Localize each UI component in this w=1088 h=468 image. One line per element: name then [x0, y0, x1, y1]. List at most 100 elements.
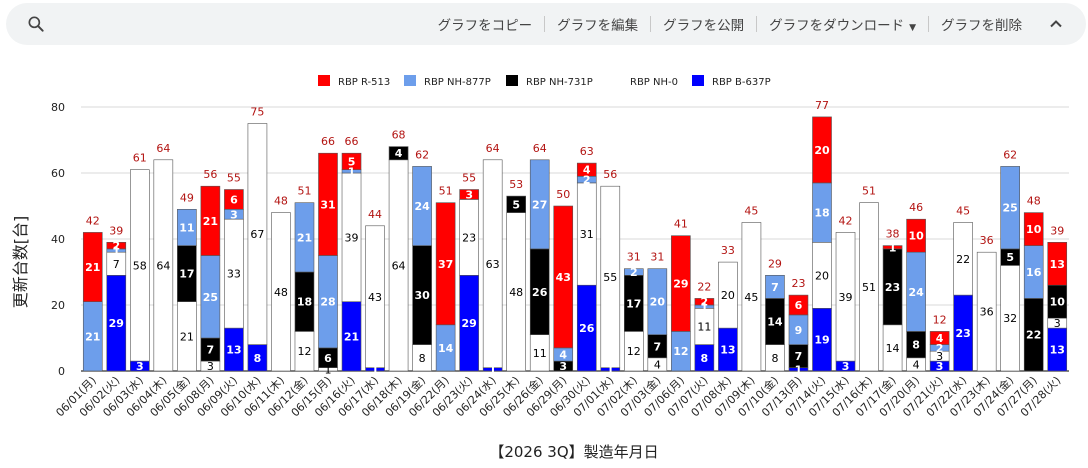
segment-value-label: 58	[133, 259, 147, 272]
total-value-label: 45	[956, 205, 970, 218]
segment-value-label: 43	[556, 271, 571, 284]
segment-value-label: 51	[862, 281, 876, 294]
total-value-label: 44	[368, 208, 382, 221]
total-value-label: 66	[345, 135, 359, 148]
segment-value-label: 29	[109, 317, 124, 330]
segment-value-label: 21	[297, 231, 312, 244]
segment-value-label: 13	[720, 344, 735, 357]
segment-value-label: 2	[936, 342, 944, 355]
segment-value-label: 32	[1003, 312, 1017, 325]
bar-segment	[859, 202, 879, 372]
segment-value-label: 1	[371, 363, 379, 376]
menu-divider	[928, 16, 929, 32]
segment-value-label: 29	[461, 317, 476, 330]
bar-segment	[506, 195, 526, 213]
total-value-label: 55	[462, 172, 476, 185]
total-value-label: 51	[297, 185, 311, 198]
segment-value-label: 1	[795, 363, 803, 376]
segment-value-label: 10	[1050, 296, 1066, 309]
segment-value-label: 20	[721, 289, 735, 302]
bar-segment	[600, 185, 621, 368]
legend-swatch	[318, 75, 330, 86]
segment-value-label: 3	[1054, 317, 1061, 330]
total-value-label: 63	[580, 145, 594, 158]
segment-value-label: 7	[654, 340, 662, 353]
menu-divider	[544, 16, 546, 32]
segment-value-label: 23	[462, 231, 476, 244]
segment-value-label: 24	[414, 200, 430, 213]
segment-value-label: 4	[913, 358, 920, 371]
segment-value-label: 39	[345, 231, 359, 244]
segment-value-label: 64	[156, 259, 170, 272]
total-value-label: 45	[744, 205, 758, 218]
total-value-label: 66	[321, 135, 335, 148]
bar-segment	[435, 202, 456, 326]
bar-segment	[953, 222, 973, 296]
legend-label: RBP NH-0	[630, 77, 678, 88]
segment-value-label: 3	[936, 350, 943, 363]
segment-value-label: 21	[344, 330, 359, 343]
segment-value-label: 4	[395, 147, 403, 160]
bar-segment	[1000, 166, 1020, 250]
total-value-label: 51	[439, 185, 453, 198]
legend-label: RBP NH-877P	[424, 77, 491, 88]
segment-value-label: 31	[320, 198, 335, 211]
legend-label: RBP NH-731P	[526, 77, 593, 88]
total-value-label: 75	[250, 106, 264, 119]
bar-segment	[647, 268, 668, 336]
segment-value-label: 39	[839, 291, 853, 304]
menu-divider	[756, 16, 758, 32]
total-value-label: 53	[509, 178, 523, 191]
segment-value-label: 7	[771, 281, 779, 294]
total-value-label: 56	[603, 168, 617, 181]
delete-chart-button[interactable]: グラフを削除	[941, 18, 1022, 34]
download-chart-button[interactable]: グラフをダウンロード ▼	[757, 14, 928, 34]
total-value-label: 46	[909, 201, 923, 214]
segment-value-label: 1	[606, 363, 614, 376]
bar-segment	[976, 251, 997, 372]
segment-value-label: 14	[438, 342, 454, 355]
legend-swatch	[404, 75, 416, 86]
total-value-label: 41	[674, 218, 688, 231]
total-value-label: 55	[227, 172, 241, 185]
segment-value-label: 1	[112, 245, 120, 258]
bar-segment	[882, 245, 903, 250]
segment-value-label: 1	[489, 363, 497, 376]
publish-chart-button[interactable]: グラフを公開	[663, 18, 745, 34]
x-axis-title: 【2026 3Q】製造年月日	[489, 443, 658, 461]
segment-value-label: 3	[559, 360, 567, 373]
chevron-up-icon[interactable]	[1038, 6, 1074, 42]
segment-value-label: 6	[324, 352, 332, 365]
segment-value-label: 63	[486, 258, 500, 271]
segment-value-label: 14	[767, 316, 783, 329]
legend-swatch	[692, 75, 704, 86]
segment-value-label: 21	[85, 261, 100, 274]
segment-value-label: 8	[701, 352, 709, 365]
y-tick-label: 0	[58, 365, 65, 378]
bar-segment	[694, 298, 715, 306]
legend-swatch	[610, 75, 622, 86]
segment-value-label: 16	[1026, 266, 1042, 279]
bar-segment	[224, 189, 244, 210]
segment-value-label: 10	[1026, 223, 1042, 236]
total-value-label: 42	[86, 214, 100, 227]
segment-value-label: 5	[1006, 251, 1014, 264]
segment-value-label: 18	[814, 207, 829, 220]
total-value-label: 64	[486, 142, 500, 155]
segment-value-label: 6	[795, 299, 803, 312]
bar-segment	[294, 202, 315, 273]
download-chart-label: グラフをダウンロード	[769, 18, 905, 34]
bar-segment	[365, 225, 385, 368]
segment-value-label: 21	[203, 215, 218, 228]
total-value-label: 61	[133, 152, 147, 165]
total-value-label: 39	[109, 224, 123, 237]
bar-segment	[82, 232, 103, 302]
copy-chart-button[interactable]: グラフをコピー	[437, 18, 533, 34]
segment-value-label: 1	[348, 165, 356, 178]
total-value-label: 31	[650, 251, 664, 264]
segment-value-label: 48	[274, 286, 288, 299]
search-icon[interactable]	[26, 14, 46, 34]
edit-chart-button[interactable]: グラフを編集	[557, 18, 639, 34]
segment-value-label: 24	[908, 286, 924, 299]
bar-segment	[318, 152, 338, 256]
